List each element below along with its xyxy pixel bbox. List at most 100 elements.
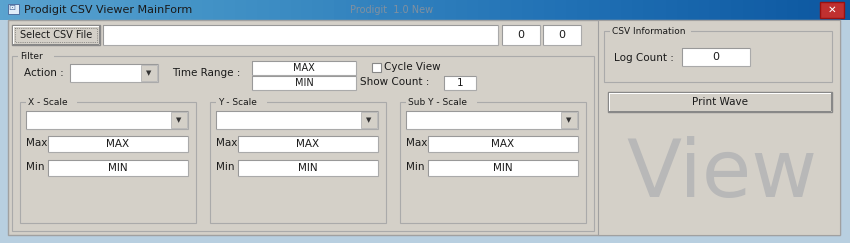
Bar: [831, 93, 832, 111]
Text: X - Scale: X - Scale: [28, 97, 68, 106]
Bar: [48, 136, 188, 152]
Bar: [238, 136, 239, 152]
Text: Prodigit CSV Viewer MainForm: Prodigit CSV Viewer MainForm: [24, 5, 192, 15]
Bar: [406, 111, 578, 112]
Bar: [103, 25, 498, 26]
Text: Max: Max: [216, 138, 237, 148]
Text: MAX: MAX: [297, 139, 320, 149]
Text: MIN: MIN: [295, 78, 314, 88]
Bar: [26, 111, 188, 129]
Text: Sub Y - Scale: Sub Y - Scale: [408, 97, 467, 106]
Bar: [141, 65, 157, 81]
Bar: [238, 136, 378, 152]
Text: Max: Max: [26, 138, 48, 148]
Text: ▼: ▼: [566, 117, 572, 123]
Bar: [372, 63, 381, 72]
Bar: [26, 111, 188, 112]
Bar: [20, 102, 196, 223]
Bar: [171, 112, 187, 128]
Text: Min: Min: [26, 162, 44, 172]
Bar: [13, 44, 99, 45]
Bar: [406, 95, 477, 108]
Bar: [48, 160, 188, 176]
Bar: [609, 93, 610, 111]
Bar: [598, 20, 840, 235]
Bar: [26, 111, 27, 129]
Bar: [13, 26, 14, 44]
Bar: [444, 76, 476, 90]
Text: CSV Information: CSV Information: [612, 26, 685, 35]
Bar: [103, 25, 104, 45]
Text: ▼: ▼: [176, 117, 182, 123]
Text: MAX: MAX: [491, 139, 514, 149]
Text: 0: 0: [558, 30, 565, 40]
Bar: [252, 61, 253, 75]
Bar: [252, 76, 356, 77]
Bar: [48, 136, 188, 137]
Bar: [48, 160, 188, 161]
Text: 1: 1: [456, 78, 463, 88]
Text: Action :: Action :: [24, 68, 64, 78]
Bar: [561, 112, 577, 128]
Text: Print Wave: Print Wave: [692, 97, 748, 107]
Bar: [48, 136, 49, 152]
Bar: [99, 26, 100, 44]
Text: ▼: ▼: [146, 70, 151, 76]
Text: ▼: ▼: [366, 117, 371, 123]
Bar: [70, 64, 158, 65]
Text: Prodigit  1.0 New: Prodigit 1.0 New: [350, 5, 434, 15]
Bar: [406, 111, 578, 129]
Bar: [12, 56, 594, 231]
Bar: [428, 136, 578, 152]
Bar: [444, 76, 445, 90]
Bar: [8, 20, 840, 235]
Bar: [406, 111, 407, 129]
Bar: [70, 64, 71, 82]
Bar: [502, 25, 540, 45]
Bar: [428, 160, 578, 176]
Bar: [216, 111, 378, 112]
Bar: [216, 111, 378, 129]
Bar: [238, 160, 378, 161]
Bar: [428, 136, 429, 152]
Text: ⊡: ⊡: [8, 3, 15, 12]
Text: Log Count :: Log Count :: [614, 53, 674, 63]
Text: Min: Min: [216, 162, 235, 172]
Bar: [604, 31, 832, 82]
Bar: [502, 25, 540, 26]
Text: Min: Min: [406, 162, 424, 172]
Bar: [13, 26, 99, 27]
Text: MIN: MIN: [493, 163, 513, 173]
Bar: [252, 76, 356, 90]
Text: MAX: MAX: [293, 63, 314, 73]
Text: MIN: MIN: [298, 163, 318, 173]
Text: MAX: MAX: [106, 139, 129, 149]
Bar: [18, 49, 54, 62]
Text: Y - Scale: Y - Scale: [218, 97, 257, 106]
Bar: [428, 136, 578, 137]
Bar: [444, 76, 476, 77]
Bar: [428, 160, 578, 161]
Bar: [26, 95, 77, 108]
Text: Select CSV File: Select CSV File: [20, 30, 92, 40]
Bar: [820, 2, 844, 18]
Bar: [216, 95, 267, 108]
Bar: [543, 25, 581, 45]
Bar: [252, 61, 356, 62]
Bar: [682, 48, 750, 66]
Bar: [502, 25, 503, 45]
Bar: [103, 25, 498, 45]
Text: Filter: Filter: [20, 52, 42, 61]
Bar: [12, 25, 100, 45]
Bar: [543, 25, 581, 26]
Text: ✕: ✕: [828, 5, 836, 15]
Bar: [252, 76, 253, 90]
Text: View: View: [626, 136, 817, 214]
Bar: [610, 24, 691, 37]
Bar: [48, 160, 49, 176]
Text: Max: Max: [406, 138, 428, 148]
Bar: [400, 102, 586, 223]
Text: MIN: MIN: [108, 163, 128, 173]
Bar: [238, 160, 378, 176]
Bar: [216, 111, 217, 129]
